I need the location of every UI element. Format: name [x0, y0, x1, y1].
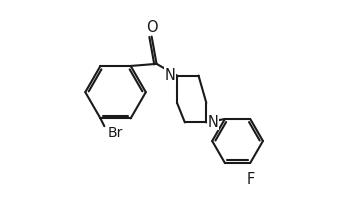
Text: Br: Br — [107, 126, 123, 140]
Text: N: N — [207, 114, 218, 129]
Text: O: O — [146, 20, 158, 35]
Text: N: N — [165, 68, 175, 83]
Text: F: F — [246, 172, 255, 187]
